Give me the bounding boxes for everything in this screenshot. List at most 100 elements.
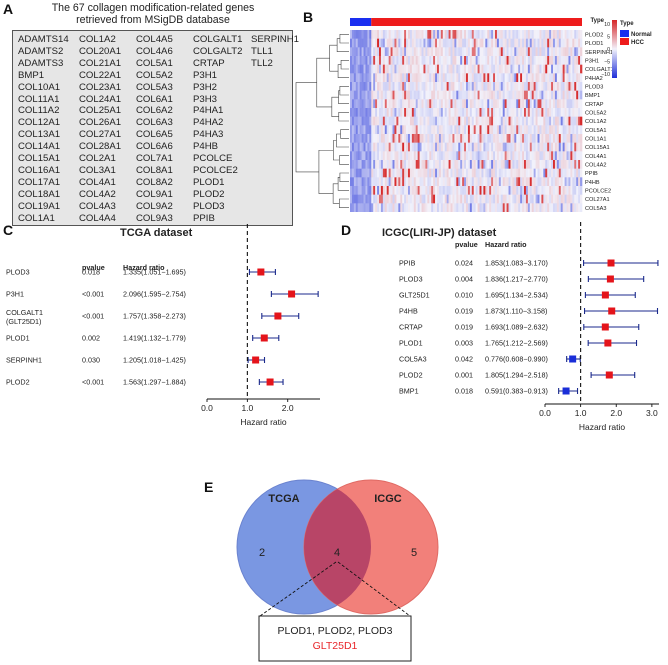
heatmap-cell	[475, 125, 478, 135]
heatmap-cell	[570, 108, 573, 117]
heatmap-cell	[516, 168, 519, 178]
heatmap-cell	[502, 73, 505, 83]
heatmap-cell	[429, 56, 432, 65]
heatmap-cell	[549, 151, 552, 161]
heatmap-cell	[518, 56, 521, 65]
heatmap-cell	[419, 151, 422, 161]
heatmap-cell	[456, 203, 459, 212]
heatmap-cell	[516, 73, 519, 83]
heatmap-cell	[363, 56, 366, 65]
heatmap-cell	[558, 194, 562, 204]
heatmap-cell	[545, 116, 548, 126]
heatmap-cell	[524, 99, 527, 109]
heatmap-cell	[547, 203, 550, 212]
heatmap-cell	[572, 30, 575, 39]
heatmap-cell	[533, 142, 536, 152]
gene-name: CRTAP	[193, 57, 225, 69]
heatmap-cell	[477, 177, 480, 187]
forest-gene-label: COL5A3	[399, 355, 427, 364]
heatmap-cell	[531, 56, 534, 65]
heatmap-cell	[400, 99, 403, 109]
heatmap-cell	[556, 203, 560, 212]
heatmap-cell	[458, 64, 461, 74]
heatmap-cell	[355, 194, 359, 204]
heatmap-cell	[437, 38, 440, 48]
heatmap-cell	[570, 168, 573, 178]
heatmap-cell	[431, 116, 434, 126]
heatmap-cell	[535, 99, 538, 109]
heatmap-cell	[520, 82, 523, 91]
heatmap-cell	[481, 194, 484, 204]
heatmap-cell	[514, 186, 517, 195]
heatmap-cell	[473, 203, 476, 212]
heatmap-cell	[431, 90, 434, 100]
gene-name: COL4A3	[79, 200, 116, 212]
heatmap-cell	[551, 177, 554, 187]
heatmap-cell	[409, 108, 413, 117]
heatmap-cell	[545, 30, 548, 39]
heatmap-cell	[545, 125, 548, 135]
heatmap-cell	[384, 125, 388, 135]
heatmap-cell	[543, 30, 546, 39]
type-legend-title: Type	[590, 18, 604, 24]
heatmap-cell	[448, 168, 451, 178]
heatmap-cell	[539, 142, 542, 152]
heatmap-cell	[390, 186, 393, 195]
heatmap-cell	[512, 177, 515, 187]
heatmap-cell	[442, 203, 446, 212]
heatmap-cell	[438, 203, 442, 212]
heatmap-cell	[417, 99, 420, 109]
heatmap-cell	[433, 99, 436, 109]
heatmap-cell	[531, 142, 534, 152]
heatmap-cell	[379, 168, 382, 178]
heatmap-cell	[527, 186, 531, 195]
heatmap-cell	[554, 82, 558, 91]
heatmap-cell	[444, 64, 447, 74]
heatmap-cell	[543, 38, 546, 48]
heatmap-cell	[369, 177, 372, 187]
heatmap-cell	[531, 38, 534, 48]
heatmap-cell	[415, 151, 418, 161]
heatmap-cell	[456, 82, 459, 91]
heatmap-cell	[527, 160, 531, 169]
heatmap-cell	[386, 47, 389, 57]
heatmap-cell	[419, 56, 422, 65]
heatmap-cell	[411, 90, 415, 100]
heatmap-cell	[485, 186, 488, 195]
gene-name: COL11A2	[18, 105, 60, 117]
heatmap-cell	[408, 64, 411, 74]
heatmap-cell	[549, 30, 552, 39]
heatmap-cell	[394, 186, 397, 195]
heatmap-cell	[533, 30, 536, 39]
heatmap-cell	[543, 177, 546, 187]
heatmap-cell	[400, 203, 403, 212]
heatmap-cell	[388, 82, 391, 91]
heatmap-cell	[351, 134, 355, 143]
heatmap-cell	[529, 151, 533, 161]
pvalue-header: pvalue	[82, 263, 105, 272]
heatmap-gene-label: PLOD2	[585, 33, 603, 39]
heatmap-cell	[483, 64, 486, 74]
heatmap-cell	[551, 194, 554, 204]
heatmap-cell	[423, 56, 426, 65]
heatmap-cell	[380, 30, 384, 39]
heatmap-cell	[394, 203, 397, 212]
heatmap-cell	[363, 194, 366, 204]
heatmap-cell	[570, 116, 573, 126]
heatmap-cell	[489, 125, 492, 135]
heatmap-cell	[460, 116, 463, 126]
heatmap-cell	[359, 177, 362, 187]
heatmap-cell	[496, 194, 500, 204]
heatmap-cell	[452, 203, 455, 212]
heatmap-cell	[551, 168, 554, 178]
heatmap-cell	[466, 64, 469, 74]
heatmap-cell	[535, 203, 538, 212]
heatmap-cell	[475, 90, 478, 100]
heatmap-cell	[413, 56, 417, 65]
heatmap-cell	[516, 186, 519, 195]
heatmap-cell	[568, 56, 571, 65]
heatmap-cell	[508, 30, 511, 39]
heatmap-cell	[431, 203, 434, 212]
heatmap-cell	[413, 116, 417, 126]
heatmap-cell	[543, 142, 546, 152]
